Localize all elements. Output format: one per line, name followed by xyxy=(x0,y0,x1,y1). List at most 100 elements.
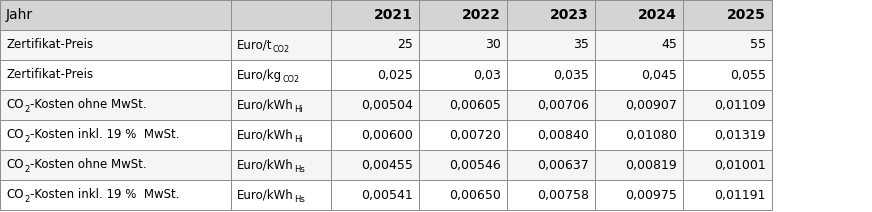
Bar xyxy=(419,0,507,30)
Bar xyxy=(231,60,331,90)
Bar xyxy=(595,120,683,150)
Text: Hs: Hs xyxy=(294,195,304,204)
Bar xyxy=(683,120,772,150)
Bar xyxy=(0,60,231,90)
Text: 2021: 2021 xyxy=(374,8,413,22)
Bar xyxy=(683,60,772,90)
Text: CO: CO xyxy=(6,128,24,141)
Bar xyxy=(507,0,595,30)
Bar xyxy=(331,120,419,150)
Bar xyxy=(595,0,683,30)
Text: 2: 2 xyxy=(24,105,30,114)
Bar xyxy=(419,60,507,90)
Text: Zertifikat-Preis: Zertifikat-Preis xyxy=(6,39,93,52)
Bar xyxy=(331,150,419,180)
Bar xyxy=(231,0,331,30)
Text: Hi: Hi xyxy=(294,105,303,114)
Text: 0,00541: 0,00541 xyxy=(361,188,413,201)
Text: 0,00600: 0,00600 xyxy=(361,128,413,141)
Bar xyxy=(419,30,507,60)
Bar xyxy=(683,30,772,60)
Bar xyxy=(419,120,507,150)
Bar xyxy=(331,0,419,30)
Text: Euro/kWh: Euro/kWh xyxy=(237,188,294,201)
Bar xyxy=(231,90,331,120)
Bar xyxy=(507,120,595,150)
Text: Euro/kWh: Euro/kWh xyxy=(237,99,294,112)
Bar xyxy=(595,60,683,90)
Bar xyxy=(507,30,595,60)
Bar xyxy=(507,90,595,120)
Bar xyxy=(0,150,231,180)
Bar xyxy=(595,90,683,120)
Bar xyxy=(0,180,231,210)
Text: 0,01319: 0,01319 xyxy=(714,128,766,141)
Text: -Kosten ohne MwSt.: -Kosten ohne MwSt. xyxy=(30,159,146,172)
Text: CO: CO xyxy=(6,159,24,172)
Text: 0,00720: 0,00720 xyxy=(449,128,501,141)
Text: 45: 45 xyxy=(661,39,677,52)
Text: 2025: 2025 xyxy=(727,8,766,22)
Text: 0,00455: 0,00455 xyxy=(361,159,413,172)
Bar xyxy=(507,150,595,180)
Text: 0,00975: 0,00975 xyxy=(625,188,677,201)
Text: 2024: 2024 xyxy=(638,8,677,22)
Bar xyxy=(331,90,419,120)
Text: 2: 2 xyxy=(24,195,30,204)
Bar xyxy=(0,90,231,120)
Text: 25: 25 xyxy=(397,39,413,52)
Text: 2022: 2022 xyxy=(462,8,501,22)
Text: CO2: CO2 xyxy=(272,45,290,54)
Bar xyxy=(683,0,772,30)
Bar xyxy=(595,30,683,60)
Text: CO2: CO2 xyxy=(283,75,299,84)
Text: Zertifikat-Preis: Zertifikat-Preis xyxy=(6,68,93,81)
Text: Euro/t: Euro/t xyxy=(237,39,272,52)
Bar xyxy=(595,150,683,180)
Text: 0,045: 0,045 xyxy=(641,68,677,81)
Text: Hi: Hi xyxy=(294,135,303,144)
Bar xyxy=(683,180,772,210)
Text: Euro/kWh: Euro/kWh xyxy=(237,159,294,172)
Text: 0,055: 0,055 xyxy=(730,68,766,81)
Text: 0,00907: 0,00907 xyxy=(625,99,677,112)
Bar xyxy=(595,180,683,210)
Bar xyxy=(0,0,231,30)
Text: 0,00706: 0,00706 xyxy=(537,99,589,112)
Text: 0,00546: 0,00546 xyxy=(449,159,501,172)
Text: 0,03: 0,03 xyxy=(473,68,501,81)
Bar xyxy=(0,120,231,150)
Bar xyxy=(0,30,231,60)
Bar xyxy=(331,30,419,60)
Text: 0,025: 0,025 xyxy=(377,68,413,81)
Text: 35: 35 xyxy=(573,39,589,52)
Text: 55: 55 xyxy=(750,39,766,52)
Text: -Kosten ohne MwSt.: -Kosten ohne MwSt. xyxy=(30,99,146,112)
Bar xyxy=(419,180,507,210)
Text: 2: 2 xyxy=(24,165,30,174)
Bar xyxy=(231,120,331,150)
Text: 0,035: 0,035 xyxy=(553,68,589,81)
Text: 0,00504: 0,00504 xyxy=(361,99,413,112)
Text: -Kosten inkl. 19 %  MwSt.: -Kosten inkl. 19 % MwSt. xyxy=(30,188,180,201)
Text: 30: 30 xyxy=(485,39,501,52)
Text: Euro/kg: Euro/kg xyxy=(237,68,283,81)
Text: 2: 2 xyxy=(24,135,30,144)
Text: CO: CO xyxy=(6,188,24,201)
Bar xyxy=(231,150,331,180)
Bar xyxy=(419,90,507,120)
Text: 0,01191: 0,01191 xyxy=(714,188,766,201)
Text: 0,00758: 0,00758 xyxy=(537,188,589,201)
Text: 0,00840: 0,00840 xyxy=(537,128,589,141)
Bar xyxy=(507,60,595,90)
Text: CO: CO xyxy=(6,99,24,112)
Bar xyxy=(507,180,595,210)
Bar xyxy=(419,150,507,180)
Text: Euro/kWh: Euro/kWh xyxy=(237,128,294,141)
Text: 0,01080: 0,01080 xyxy=(625,128,677,141)
Text: 0,00605: 0,00605 xyxy=(449,99,501,112)
Text: 0,00819: 0,00819 xyxy=(625,159,677,172)
Bar xyxy=(231,30,331,60)
Bar xyxy=(331,60,419,90)
Bar xyxy=(331,180,419,210)
